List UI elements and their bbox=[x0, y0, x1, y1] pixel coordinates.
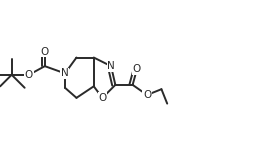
Text: O: O bbox=[41, 47, 49, 57]
Text: O: O bbox=[98, 93, 106, 103]
Text: N: N bbox=[61, 68, 69, 78]
Text: N: N bbox=[107, 61, 115, 71]
Text: O: O bbox=[25, 70, 33, 80]
Text: O: O bbox=[133, 64, 141, 74]
Text: O: O bbox=[143, 90, 151, 100]
